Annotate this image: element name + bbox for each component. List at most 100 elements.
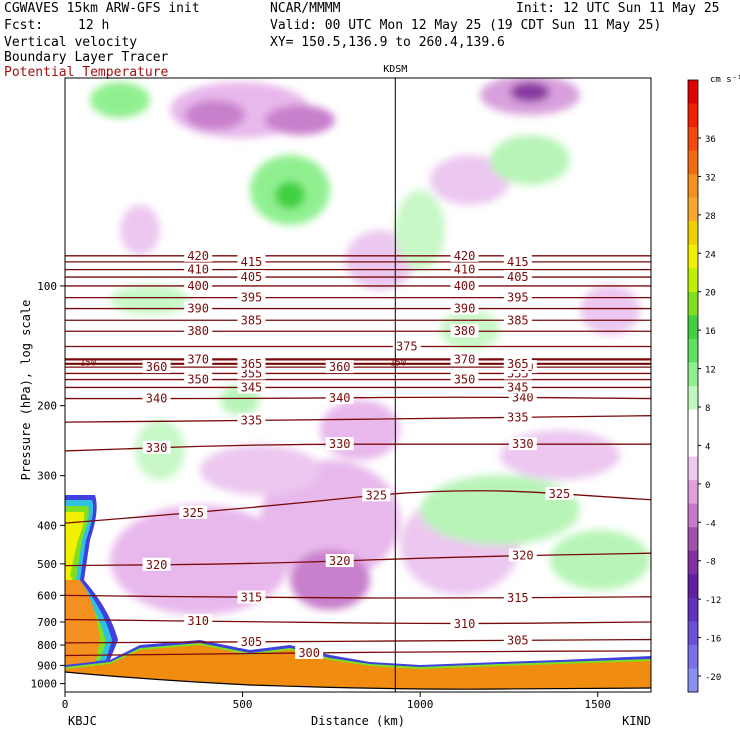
theta-label-bg [237,413,266,427]
theta-label: 420 [187,249,209,263]
theta-label-bg [503,254,532,268]
descent-area [580,285,640,335]
colorbar-swatch [688,80,698,105]
theta-label: 350 [454,373,476,387]
colorbar-swatch [688,221,698,246]
valid-time: Valid: 00 UTC Mon 12 May 25 (19 CDT Sun … [270,18,662,33]
theta-label-bg [142,557,171,571]
theta-contour [65,618,651,625]
theta-label: 320 [512,549,534,563]
theta-label: 365 [241,357,263,371]
colorbar-swatch [688,244,698,269]
y-axis-ticks: 100 200 300 400 500 600 700 800 900 1000 [31,280,65,691]
theta-label: 385 [241,313,263,327]
theta-label-bg [503,590,532,604]
descent-area [200,445,320,495]
colorbar-tick-label: 36 [705,135,716,145]
theta-label: 405 [241,270,263,284]
colorbar-swatch [688,456,698,481]
theta-label-bg [503,410,532,424]
theta-label: 335 [241,414,263,428]
x-tick-label: 500 [233,698,253,711]
theta-label: 365 [507,357,529,371]
colorbar-swatch [688,409,698,434]
theta-label: 325 [549,487,571,501]
x-tick-label: 0 [62,698,69,711]
colorbar-swatch [688,291,698,316]
colorbar-swatch [688,527,698,552]
theta-label-bg [450,372,479,386]
colorbar-swatch [688,644,698,669]
theta-label-bg [508,548,537,562]
theta-label-bg [142,391,171,405]
theta-label-bg [325,437,354,451]
theta-label-bg [184,614,213,628]
colorbar-tick-label: 28 [705,212,716,222]
x-axis-label: Distance (km) [311,714,405,728]
theta-label: 330 [146,441,168,455]
ascent-area [490,135,570,185]
descent-area [430,155,510,205]
theta-label: 385 [507,313,529,327]
y-tick-label: 800 [37,639,57,652]
colorbar-swatch [688,597,698,622]
colorbar-tick-label: 24 [705,250,716,260]
colorbar-swatch [688,127,698,152]
theta-label-bg [142,440,171,454]
theta-label: 400 [454,279,476,293]
x-tick-label: 1500 [584,698,611,711]
theta-label: 370 [187,352,209,366]
colorbar-swatch [688,315,698,340]
left-station-label: KBJC [68,714,97,728]
theta-label: 395 [241,291,263,305]
ascent-area [110,285,190,315]
theta-label: 405 [507,270,529,284]
model-title: CGWAVES 15km ARW-GFS init [4,1,200,16]
theta-label-bg [450,278,479,292]
colorbar-tick-label: -16 [705,635,721,645]
theta-label: 315 [241,591,263,605]
theta-label-bg [184,278,213,292]
theta-label: 380 [187,324,209,338]
theta-label: 335 [507,410,529,424]
theta-label-bg [545,486,574,500]
theta-label: 310 [454,617,476,631]
theta-label-bg [503,313,532,327]
y-tick-label: 300 [37,470,57,483]
y-tick-label: 700 [37,616,57,629]
colorbar-tick-label: 8 [705,404,710,414]
terrain-outline [65,671,651,690]
theta-label-bg [450,301,479,315]
theta-label: 400 [187,279,209,293]
colorbar-swatch [688,480,698,505]
theta-label: 345 [241,380,263,394]
theta-label: 360 [146,360,168,374]
ascent-area [90,82,150,118]
colorbar-swatch [688,574,698,599]
y-tick-label: 200 [37,400,57,413]
theta-label: 415 [507,255,529,269]
theta-label: 355 [241,366,263,380]
colorbar-tick-label: 4 [705,442,710,452]
plot-frame [64,77,652,693]
init-time: Init: 12 UTC Sun 11 May 25 [516,1,720,16]
theta-label-bg [184,248,213,262]
theta-contour [65,638,651,644]
colorbar-swatch [688,150,698,175]
descent-area [265,105,335,135]
colorbar-swatch [688,268,698,293]
theta-label: 350 [187,373,209,387]
theta-label-bg [392,339,421,353]
theta-label-bg [508,390,537,404]
colorbar: 36 32 28 24 20 16 12 8 4 0 -4 -8 -12 -16 -20 [687,79,721,693]
theta-label: 330 [329,437,351,451]
descent-area [120,205,160,255]
field-potential-temperature: Potential Temperature [4,65,169,80]
theta-label: 305 [241,635,263,649]
theta-label-bg [450,352,479,366]
ascent-area [550,530,650,590]
theta-label: 380 [454,324,476,338]
theta-label-bg [184,301,213,315]
theta-label: 370 [454,352,476,366]
theta-label: 310 [187,614,209,628]
